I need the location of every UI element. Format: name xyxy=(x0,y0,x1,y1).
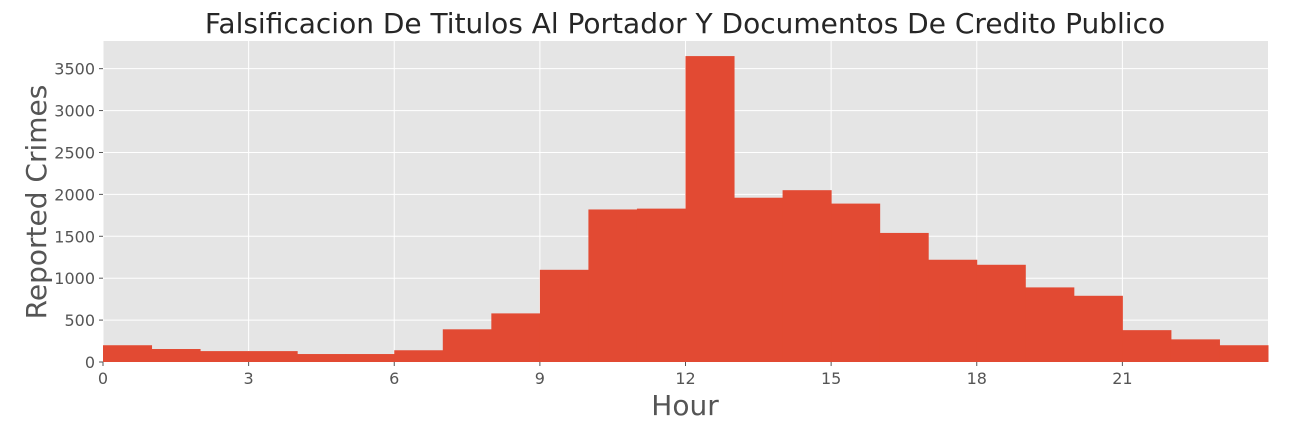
histogram-bar xyxy=(1073,295,1123,362)
histogram-bar xyxy=(103,345,153,362)
histogram-bar xyxy=(394,350,444,362)
y-tick-label: 1500 xyxy=(54,227,95,246)
histogram-bars xyxy=(103,56,1269,363)
x-tick-label: 0 xyxy=(98,369,108,388)
y-tick-label: 2000 xyxy=(54,185,95,204)
x-tick-label: 21 xyxy=(1112,369,1132,388)
x-tick-label: 9 xyxy=(535,369,545,388)
x-axis-ticks: 0 3 6 9 12 15 18 21 xyxy=(98,362,1133,388)
y-tick-label: 3000 xyxy=(54,102,95,121)
x-tick-label: 18 xyxy=(967,369,987,388)
histogram-bar xyxy=(782,190,832,362)
histogram-bar xyxy=(976,264,1026,362)
histogram-bar xyxy=(151,349,201,362)
y-tick-label: 2500 xyxy=(54,143,95,162)
x-tick-label: 6 xyxy=(389,369,399,388)
histogram-bar xyxy=(491,313,541,362)
histogram-bar xyxy=(1122,330,1172,362)
y-tick-label: 500 xyxy=(64,311,95,330)
histogram-bar xyxy=(1025,287,1075,362)
x-tick-label: 12 xyxy=(675,369,695,388)
histogram-bar xyxy=(345,354,395,362)
x-tick-label: 3 xyxy=(244,369,254,388)
chart-title: Falsificacion De Titulos Al Portador Y D… xyxy=(205,7,1165,40)
y-axis-ticks: 0 500 1000 1500 2000 2500 3000 3500 xyxy=(54,60,103,372)
histogram-bar xyxy=(248,351,298,362)
histogram-bar xyxy=(297,354,347,362)
y-tick-label: 3500 xyxy=(54,60,95,79)
y-axis-label: Reported Crimes xyxy=(20,85,53,320)
histogram-bar xyxy=(442,329,492,362)
histogram-bar xyxy=(879,232,929,362)
histogram-bar xyxy=(1219,345,1269,362)
histogram-bar xyxy=(928,259,978,362)
histogram-bar xyxy=(636,208,686,362)
histogram-bar xyxy=(1170,339,1220,362)
histogram-bar xyxy=(200,351,250,362)
x-tick-label: 15 xyxy=(821,369,841,388)
histogram-bar xyxy=(588,209,638,362)
histogram-bar xyxy=(831,203,881,362)
histogram-bar xyxy=(539,269,589,362)
y-tick-label: 0 xyxy=(85,353,95,372)
x-axis-label: Hour xyxy=(651,389,719,422)
histogram-bar xyxy=(685,56,735,363)
y-tick-label: 1000 xyxy=(54,269,95,288)
histogram-bar xyxy=(734,197,784,362)
